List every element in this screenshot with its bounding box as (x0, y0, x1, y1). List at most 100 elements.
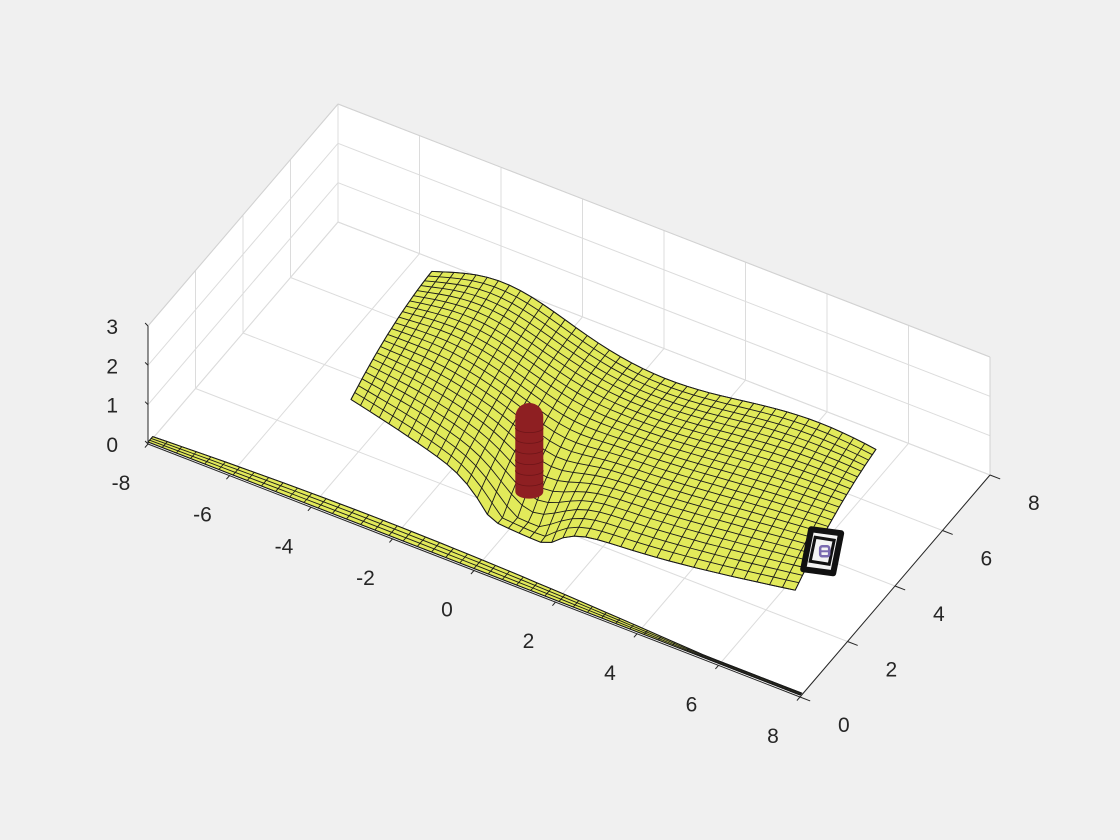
x-tick-label: 0 (441, 599, 453, 622)
y-tick-label: 8 (1028, 492, 1040, 515)
x-tick-label: 8 (767, 725, 779, 748)
obstacle-band (514, 448, 544, 455)
x-tick-mark (552, 601, 556, 607)
mesh-line (615, 618, 621, 624)
mesh-line (743, 427, 832, 580)
x-tick-mark (470, 570, 475, 575)
mesh-line (656, 403, 755, 558)
mesh-line (596, 389, 699, 540)
obstacle-band (514, 470, 544, 476)
mesh-line (147, 436, 154, 443)
x-tick-mark (633, 633, 638, 638)
z-tick-label: 1 (106, 395, 118, 418)
mesh-line (473, 559, 482, 569)
grid-line-back-z (337, 182, 991, 437)
grid-line-side-z (147, 143, 339, 366)
mesh-line (544, 588, 552, 597)
mesh-line (360, 514, 370, 525)
y-tick-label: 2 (886, 659, 898, 682)
x-tick-mark (389, 538, 393, 543)
y-tick-mark (942, 530, 953, 535)
mesh-line (161, 441, 168, 448)
mesh-line (632, 397, 732, 551)
z-tick-label: 3 (106, 316, 118, 339)
mesh-line (781, 443, 866, 588)
mesh-line (516, 576, 524, 586)
grid-line-side-z (147, 182, 339, 405)
axes-box-edge (337, 103, 991, 358)
mesh-line (350, 271, 433, 400)
mesh-line (742, 670, 746, 674)
mesh-line (756, 432, 843, 583)
mesh-line (466, 319, 566, 485)
mesh-line (431, 542, 440, 553)
y-tick-mark (847, 641, 858, 646)
mesh-line (232, 466, 241, 476)
mesh-line (446, 303, 544, 465)
mesh-line (540, 368, 644, 543)
mesh-line (714, 659, 717, 663)
mesh-line (456, 311, 555, 474)
mesh-line (497, 342, 599, 524)
mesh-line (246, 472, 255, 481)
obstacle-cylinder (514, 402, 544, 499)
mesh-line (705, 415, 799, 571)
mesh-line (558, 594, 566, 602)
grid-line-back-z (337, 142, 991, 397)
mesh-line (303, 493, 313, 503)
mesh-line (436, 296, 533, 457)
mesh-line (562, 378, 666, 538)
mesh-line (551, 373, 655, 543)
x-tick-label: -6 (193, 504, 212, 527)
x-tick-labels: -8 -6 -4 -2 0 2 4 6 8 (112, 472, 779, 748)
mesh-line (629, 624, 635, 630)
grid-line-back-z (337, 221, 991, 476)
mesh-line (799, 692, 803, 696)
mesh-line (731, 422, 821, 577)
mesh-line (374, 520, 384, 531)
mesh-line (608, 392, 710, 544)
mesh-line (445, 547, 454, 558)
mesh-line (573, 382, 677, 537)
mesh-line (397, 277, 488, 431)
mesh-line (369, 272, 455, 412)
y-tick-mark (989, 474, 1001, 480)
mesh-line (530, 582, 538, 591)
y-tick-labels: 0 2 4 6 8 (838, 492, 1040, 737)
mesh-line (518, 356, 621, 534)
mesh-line (218, 461, 226, 470)
mesh-line (700, 654, 703, 657)
mesh-line (476, 327, 577, 499)
x-tick-mark (307, 506, 312, 512)
mesh-line (718, 418, 810, 574)
mesh-line (643, 630, 648, 635)
mesh-line (402, 531, 412, 542)
target-frame-inner (808, 535, 836, 566)
mesh-line (657, 636, 662, 641)
y-tick-label: 6 (981, 548, 993, 571)
mesh-line (769, 437, 855, 585)
z-tick-label: 2 (106, 355, 118, 378)
grid-line-side-z (147, 221, 339, 445)
mesh-line (459, 553, 468, 564)
x-tick-label: -4 (275, 535, 294, 558)
x-tick-mark (796, 696, 801, 701)
mesh-line (785, 687, 788, 690)
mesh-line (426, 290, 521, 450)
mesh-line (686, 648, 690, 652)
x-tick-mark (715, 665, 719, 670)
axes-box-edge (147, 103, 339, 327)
z-tick-mark (144, 401, 149, 406)
surface-raised-sheet (350, 270, 877, 591)
mesh-line (644, 400, 744, 555)
mesh-line (572, 600, 580, 608)
x-tick-label: 4 (604, 662, 616, 685)
y-tick-mark (894, 585, 906, 591)
z-tick-labels: 0 1 2 3 (106, 316, 118, 457)
mesh-line (501, 570, 510, 580)
mesh-line (668, 405, 766, 562)
mesh-line (388, 525, 398, 536)
mesh-line (407, 280, 499, 437)
z-tick-label: 0 (106, 434, 118, 457)
y-tick-mark (799, 696, 811, 702)
